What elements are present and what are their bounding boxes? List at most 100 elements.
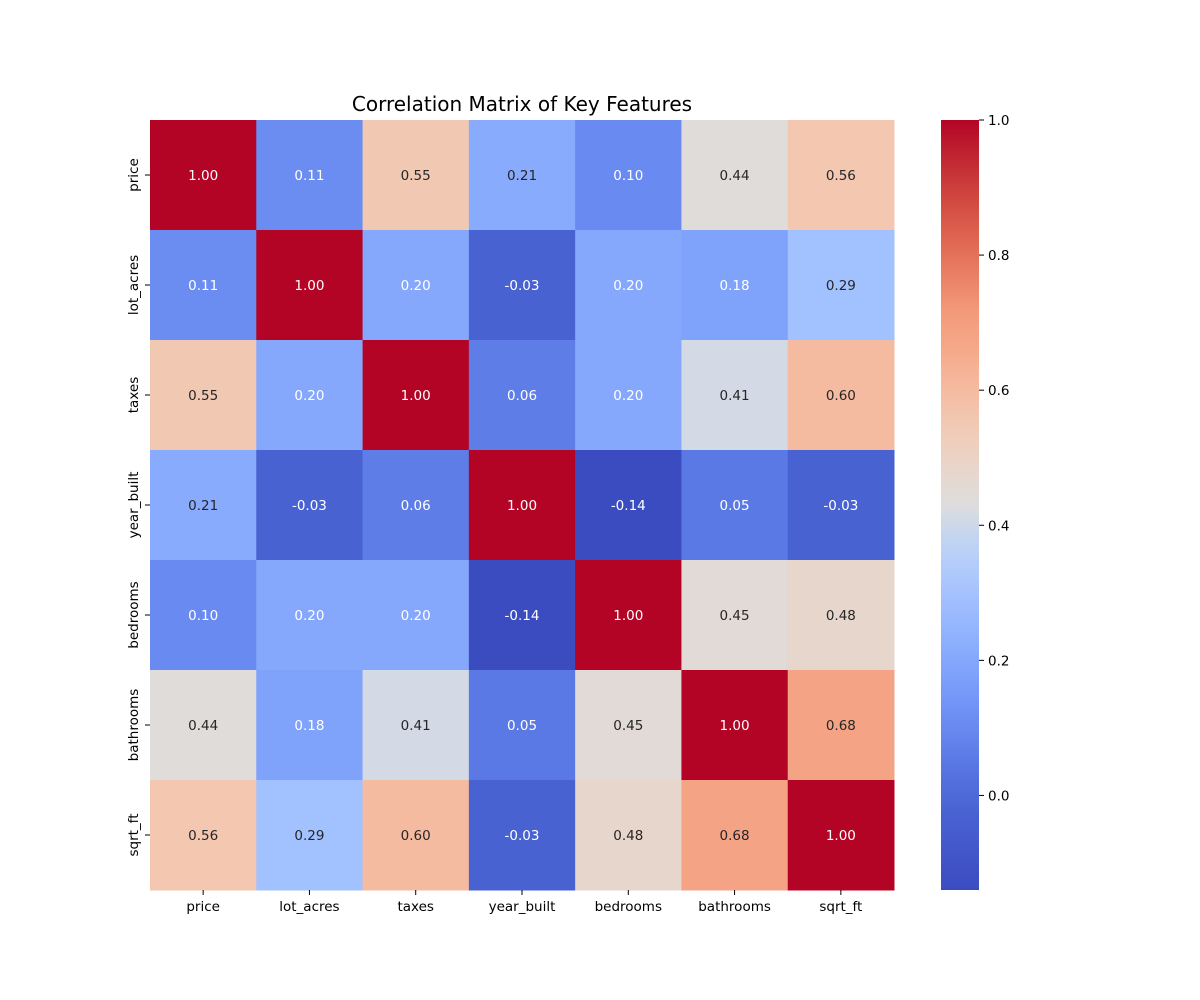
heatmap-cell	[681, 560, 789, 671]
cell-value-label: 0.18	[294, 718, 324, 734]
heatmap-cell	[150, 670, 257, 781]
cell-value-label: -0.03	[505, 828, 540, 844]
cell-value-label: 0.06	[401, 498, 431, 514]
heatmap-cell	[362, 560, 470, 671]
y-tick-label: price	[126, 158, 142, 192]
cell-value-label: 0.68	[826, 718, 856, 734]
heatmap-cell	[256, 780, 364, 891]
cell-value-label: -0.14	[505, 608, 540, 624]
heatmap-cell	[468, 120, 576, 231]
cell-value-label: 0.41	[401, 718, 431, 734]
heatmap-cell	[787, 560, 895, 671]
heatmap-cell	[787, 780, 895, 891]
heatmap-cell	[256, 120, 364, 231]
cell-value-label: 1.00	[720, 718, 750, 734]
cell-value-label: 1.00	[401, 388, 431, 404]
heatmap-cells	[150, 120, 895, 891]
heatmap-cell	[787, 230, 895, 341]
heatmap-cell	[575, 560, 682, 671]
heatmap-cell	[150, 560, 257, 671]
cell-value-label: 0.20	[401, 608, 431, 624]
colorbar-tick-label: 0.4	[988, 518, 1009, 534]
cell-value-label: 0.10	[613, 168, 643, 184]
cell-value-label: 0.11	[188, 278, 218, 294]
cell-value-label: 0.05	[720, 498, 750, 514]
cell-value-label: 0.44	[720, 168, 750, 184]
colorbar-tick-label: 0.8	[988, 248, 1009, 264]
cell-value-label: 0.20	[401, 278, 431, 294]
colorbar-tick-label: 0.0	[988, 788, 1009, 804]
cell-value-label: 0.44	[188, 718, 218, 734]
heatmap-cell	[468, 340, 576, 451]
y-tick-label: year_built	[126, 472, 142, 539]
heatmap-cell	[681, 450, 789, 561]
heatmap-cell	[787, 340, 895, 451]
heatmap-cell	[575, 230, 682, 341]
cell-value-label: 1.00	[826, 828, 856, 844]
heatmap-cell	[256, 230, 364, 341]
heatmap-cell	[362, 230, 470, 341]
heatmap-cell	[150, 340, 257, 451]
cell-value-label: 1.00	[188, 168, 218, 184]
cell-annotations: 1.00 0.11 0.55 0.21 0.10 0.44 0.56 0.11 1.00 0.20…	[188, 168, 858, 844]
cell-value-label: 0.29	[826, 278, 856, 294]
heatmap-cell	[150, 120, 257, 231]
x-axis: price lot_acres taxes year_built bedrooms bat…	[186, 890, 862, 915]
y-tick-label: lot_acres	[126, 255, 142, 315]
y-tick-label: taxes	[126, 377, 142, 413]
cell-value-label: 0.41	[720, 388, 750, 404]
colorbar-tick-label: 1.0	[988, 113, 1009, 129]
cell-value-label: 0.56	[188, 828, 218, 844]
heatmap-cell	[150, 230, 257, 341]
cell-value-label: 0.29	[294, 828, 324, 844]
cell-value-label: 1.00	[507, 498, 537, 514]
cell-value-label: 0.56	[826, 168, 856, 184]
heatmap-cell	[150, 450, 257, 561]
cell-value-label: 0.20	[294, 608, 324, 624]
cell-value-label: 0.55	[188, 388, 218, 404]
heatmap-cell	[787, 120, 895, 231]
cell-value-label: -0.14	[611, 498, 646, 514]
heatmap-cell	[575, 670, 682, 781]
cell-value-label: 0.10	[188, 608, 218, 624]
cell-value-label: 0.11	[294, 168, 324, 184]
cell-value-label: 0.55	[401, 168, 431, 184]
heatmap-cell	[256, 340, 364, 451]
heatmap-cell	[468, 670, 576, 781]
heatmap-cell	[575, 780, 682, 891]
heatmap-cell	[362, 780, 470, 891]
heatmap-cell	[256, 560, 364, 671]
cell-value-label: 0.05	[507, 718, 537, 734]
cell-value-label: 0.20	[613, 388, 643, 404]
heatmap-cell	[468, 560, 576, 671]
colorbar-tick-label: 0.2	[988, 653, 1009, 669]
colorbar-tick-label: 0.6	[988, 383, 1009, 399]
y-tick-label: sqrt_ft	[126, 813, 142, 856]
cell-value-label: 1.00	[294, 278, 324, 294]
heatmap-cell	[681, 670, 789, 781]
x-tick-label: lot_acres	[279, 899, 339, 915]
cell-value-label: 0.60	[826, 388, 856, 404]
cell-value-label: 0.18	[720, 278, 750, 294]
heatmap-cell	[787, 450, 895, 561]
cell-value-label: 0.48	[826, 608, 856, 624]
cell-value-label: 0.20	[613, 278, 643, 294]
x-tick-label: taxes	[397, 899, 433, 915]
heatmap-cell	[787, 670, 895, 781]
heatmap-cell	[575, 450, 682, 561]
colorbar	[941, 120, 979, 890]
heatmap-cell	[150, 780, 257, 891]
cell-value-label: 0.48	[613, 828, 643, 844]
x-tick-label: bathrooms	[698, 899, 771, 915]
x-tick-label: bedrooms	[595, 899, 662, 915]
heatmap-cell	[362, 670, 470, 781]
cell-value-label: 0.21	[507, 168, 537, 184]
heatmap-cell	[468, 450, 576, 561]
y-tick-label: bedrooms	[126, 581, 142, 648]
cell-value-label: -0.03	[823, 498, 858, 514]
x-tick-label: sqrt_ft	[819, 899, 862, 915]
heatmap-cell	[681, 780, 789, 891]
cell-value-label: 0.06	[507, 388, 537, 404]
heatmap-cell	[575, 340, 682, 451]
